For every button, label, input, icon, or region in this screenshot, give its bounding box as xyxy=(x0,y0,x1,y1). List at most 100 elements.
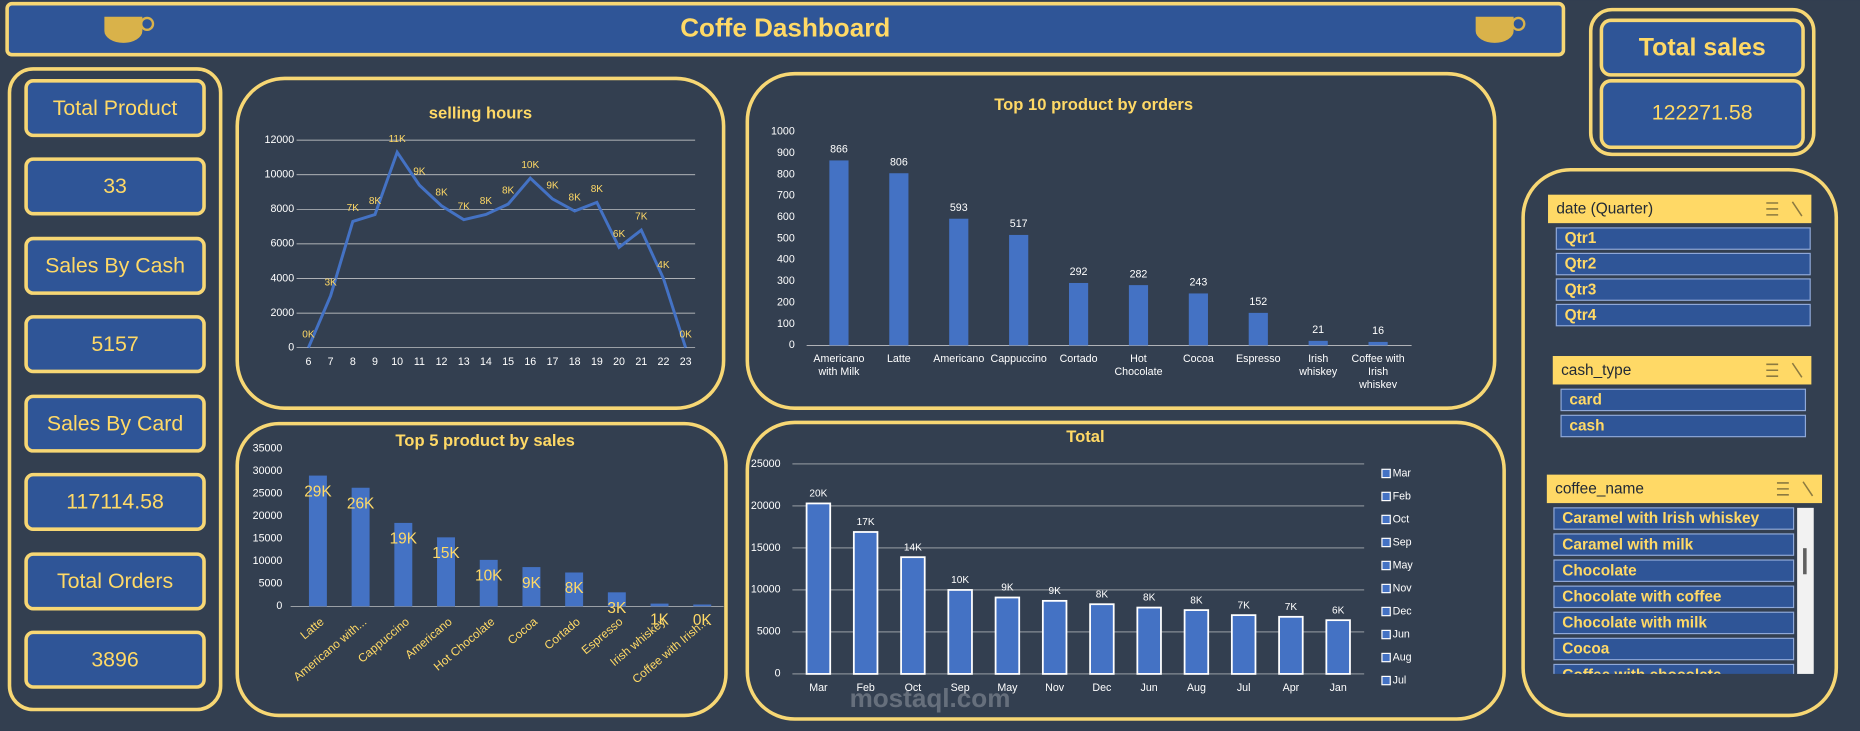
bar xyxy=(1325,619,1351,675)
bar xyxy=(1136,606,1162,675)
slicer-item-label: Chocolate with milk xyxy=(1562,615,1707,632)
bar xyxy=(829,160,849,346)
slicer-item[interactable] xyxy=(1553,663,1795,685)
bar xyxy=(522,567,541,607)
x-tick-label: Dec xyxy=(1092,682,1112,694)
kpi-value-box xyxy=(24,157,206,216)
y-tick-label: 20000 xyxy=(751,500,781,512)
bar xyxy=(565,572,584,607)
data-label: 11K xyxy=(389,134,406,145)
data-label: 243 xyxy=(1189,277,1207,289)
y-tick-label: 800 xyxy=(777,168,795,180)
y-tick-label: 600 xyxy=(777,211,795,223)
x-tick-label: Americano with Milk xyxy=(813,352,865,378)
x-tick-label: 17 xyxy=(547,356,559,368)
bar xyxy=(805,502,832,675)
slicer-item[interactable] xyxy=(1553,637,1795,661)
slicer-item-label: Cocoa xyxy=(1562,641,1610,658)
kpi-label-box xyxy=(24,236,206,295)
kpi-label: Sales By Cash xyxy=(45,254,185,278)
chart-title: Top 5 product by sales xyxy=(395,431,574,450)
data-label: 282 xyxy=(1130,268,1148,280)
y-tick-label: 300 xyxy=(777,275,795,287)
y-tick-label: 100 xyxy=(777,318,795,330)
slicer-item[interactable] xyxy=(1553,585,1795,609)
y-tick-label: 25000 xyxy=(253,487,283,499)
slicer-item-label: card xyxy=(1569,392,1602,409)
x-tick-label-box: Irish whiskey xyxy=(1299,352,1338,378)
slicer-item[interactable] xyxy=(1555,252,1811,276)
slicer-item[interactable] xyxy=(1555,278,1811,301)
x-tick-label: 21 xyxy=(635,356,647,368)
y-tick-label: 4000 xyxy=(270,272,294,284)
data-label: 0K xyxy=(693,612,713,629)
slicer-item-label: Caramel with milk xyxy=(1562,536,1693,553)
data-label: 866 xyxy=(830,144,848,156)
kpi-label: Total Orders xyxy=(57,569,173,593)
data-label: 6K xyxy=(1332,605,1345,616)
x-tick-label: Cocoa xyxy=(1182,352,1214,365)
data-label: 4K xyxy=(657,260,670,271)
slicer-item[interactable] xyxy=(1553,533,1795,556)
slicer-item[interactable] xyxy=(1555,303,1811,327)
slicer-title: cash_type xyxy=(1561,362,1631,379)
x-tick-label: Jul xyxy=(1237,682,1251,694)
x-tick-label: Sep xyxy=(951,682,970,694)
data-label: 3K xyxy=(607,600,627,617)
x-tick-label-box: Cappuccino xyxy=(990,352,1046,364)
x-tick-label: Irish whiskey xyxy=(1299,352,1338,378)
data-label: 7K xyxy=(635,212,648,223)
slicer-item[interactable] xyxy=(1553,611,1795,635)
slicer-item[interactable] xyxy=(1560,414,1807,438)
slicer-item[interactable] xyxy=(1553,507,1795,530)
y-tick-label: 10000 xyxy=(751,584,781,596)
x-tick-label: 20 xyxy=(613,356,625,368)
bar xyxy=(1278,615,1304,675)
chart-title: Top 10 product by orders xyxy=(994,95,1193,114)
x-tick-label-box: Espresso xyxy=(1236,352,1281,364)
x-tick-label: 9 xyxy=(372,356,378,368)
data-label: 9K xyxy=(1048,586,1061,597)
bar xyxy=(1230,614,1257,675)
chart-panel xyxy=(745,71,1497,410)
bar xyxy=(949,218,969,346)
slicer-item[interactable] xyxy=(1553,559,1795,582)
data-label: 0K xyxy=(302,329,315,340)
y-tick-label: 0 xyxy=(276,600,282,612)
data-label: 19K xyxy=(390,531,418,548)
bar xyxy=(607,592,626,607)
bar xyxy=(1368,341,1388,346)
total-sales-value-box xyxy=(1599,79,1805,150)
legend-swatch xyxy=(1381,629,1391,640)
y-tick-label: 15000 xyxy=(751,542,781,554)
y-tick-label: 5000 xyxy=(259,578,283,590)
kpi-value-box xyxy=(24,630,206,689)
slicer-item[interactable] xyxy=(1560,388,1807,412)
x-tick-label: 7 xyxy=(328,356,334,368)
legend-label: Oct xyxy=(1393,513,1410,525)
x-tick-label: Cortado xyxy=(1059,352,1098,365)
x-tick-label: Apr xyxy=(1283,682,1300,694)
slicer-items: Caramel with Irish whiskey Caramel with m… xyxy=(1553,507,1795,685)
data-label: 20K xyxy=(809,489,827,500)
bar xyxy=(1308,340,1328,346)
x-tick-label: Mar xyxy=(809,682,828,694)
legend-label: Sep xyxy=(1393,536,1412,548)
x-tick-label: 19 xyxy=(591,356,603,368)
data-label: 3K xyxy=(324,277,337,288)
y-tick-label: 10000 xyxy=(253,555,283,567)
x-tick-label: Americano xyxy=(933,352,985,365)
data-label: 9K xyxy=(522,575,542,592)
slicer-item[interactable] xyxy=(1555,227,1811,250)
data-label: 9K xyxy=(1001,583,1014,594)
bar xyxy=(308,475,327,607)
slicer-icons xyxy=(1766,362,1803,378)
legend-swatch xyxy=(1381,675,1391,686)
kpi-value-box xyxy=(24,315,206,374)
y-tick-label: 1000 xyxy=(771,126,795,138)
x-tick-label: 6 xyxy=(305,356,311,368)
chart-title: selling hours xyxy=(429,103,532,122)
data-label: 17K xyxy=(857,517,875,528)
kpi-value: 33 xyxy=(103,174,127,198)
